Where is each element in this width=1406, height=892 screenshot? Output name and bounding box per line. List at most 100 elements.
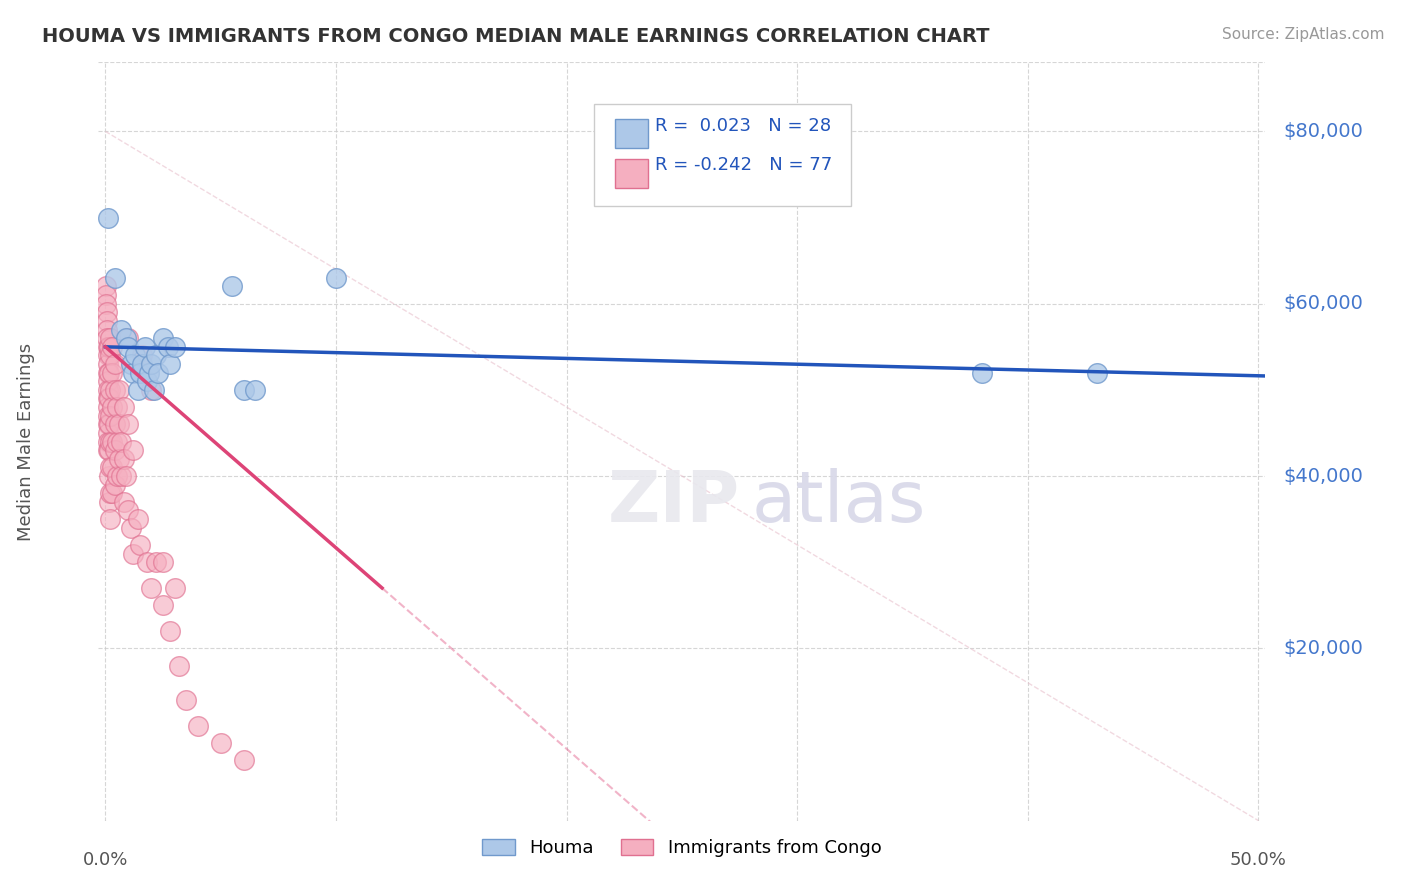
Point [152,555,174,569]
Text: R = -0.242   N = 77: R = -0.242 N = 77 [655,156,832,174]
Point [101,366,124,380]
Point [96,288,118,302]
FancyBboxPatch shape [616,120,648,148]
Point [159,357,181,371]
Point [101,400,124,414]
Point [96,331,118,345]
Point [98,512,121,526]
Point [163,581,186,595]
Point [97,366,120,380]
Point [115,331,138,345]
FancyBboxPatch shape [595,104,851,206]
Point [97,383,120,397]
Point [103,383,125,397]
Point [120,521,142,535]
Point [97,400,120,414]
Text: HOUMA VS IMMIGRANTS FROM CONGO MEDIAN MALE EARNINGS CORRELATION CHART: HOUMA VS IMMIGRANTS FROM CONGO MEDIAN MA… [42,27,990,45]
Text: 50.0%: 50.0% [1230,851,1286,869]
Point [221,279,243,293]
Point [97,392,120,406]
Point [122,366,145,380]
Point [141,581,163,595]
Point [97,469,120,483]
Point [98,434,121,449]
Point [103,270,125,285]
Point [98,383,121,397]
Point [97,409,120,423]
Point [159,624,181,639]
Point [97,340,120,354]
Point [101,460,124,475]
Point [138,366,160,380]
FancyBboxPatch shape [616,159,648,187]
Point [105,434,128,449]
Point [112,495,135,509]
Point [325,270,347,285]
Text: 0.0%: 0.0% [83,851,128,869]
Point [97,443,120,458]
Point [97,348,120,362]
Point [97,340,120,354]
Point [96,322,118,336]
Point [97,417,120,432]
Point [120,357,142,371]
Point [110,322,132,336]
Text: R =  0.023   N = 28: R = 0.023 N = 28 [655,117,831,135]
Point [142,383,165,397]
Point [96,305,118,319]
Legend: Houma, Immigrants from Congo: Houma, Immigrants from Congo [475,832,889,864]
Point [97,434,120,449]
Point [117,331,139,345]
Point [97,374,120,388]
Point [105,469,128,483]
Point [141,383,163,397]
Text: $60,000: $60,000 [1284,294,1364,313]
Point [103,443,125,458]
Point [122,547,145,561]
Text: atlas: atlas [752,467,927,537]
Point [1085,366,1108,380]
Point [103,417,125,432]
Point [131,357,153,371]
Text: $40,000: $40,000 [1284,467,1364,485]
Point [127,512,149,526]
Point [117,340,139,354]
Point [174,693,197,707]
Point [167,658,190,673]
Point [127,383,149,397]
Point [98,331,121,345]
Point [232,753,254,767]
Point [101,340,124,354]
Point [97,443,120,458]
Point [97,366,120,380]
Text: Median Male Earnings: Median Male Earnings [17,343,35,541]
Point [103,357,125,371]
Point [110,434,132,449]
Point [163,340,186,354]
Text: $80,000: $80,000 [1284,122,1364,141]
Point [232,383,254,397]
Point [101,434,124,449]
Point [122,443,145,458]
Point [129,366,152,380]
Point [156,340,179,354]
Point [970,366,993,380]
Point [187,719,209,733]
Point [148,366,170,380]
Point [152,599,174,613]
Point [98,486,121,500]
Text: Source: ZipAtlas.com: Source: ZipAtlas.com [1222,27,1385,42]
Point [105,400,128,414]
Point [131,348,153,362]
Point [96,279,118,293]
Point [103,477,125,491]
Point [117,417,139,432]
Point [101,486,124,500]
Point [152,331,174,345]
Point [135,374,157,388]
Text: ZIP: ZIP [607,467,741,537]
Point [97,425,120,440]
Point [98,460,121,475]
Point [96,314,118,328]
Point [145,555,167,569]
